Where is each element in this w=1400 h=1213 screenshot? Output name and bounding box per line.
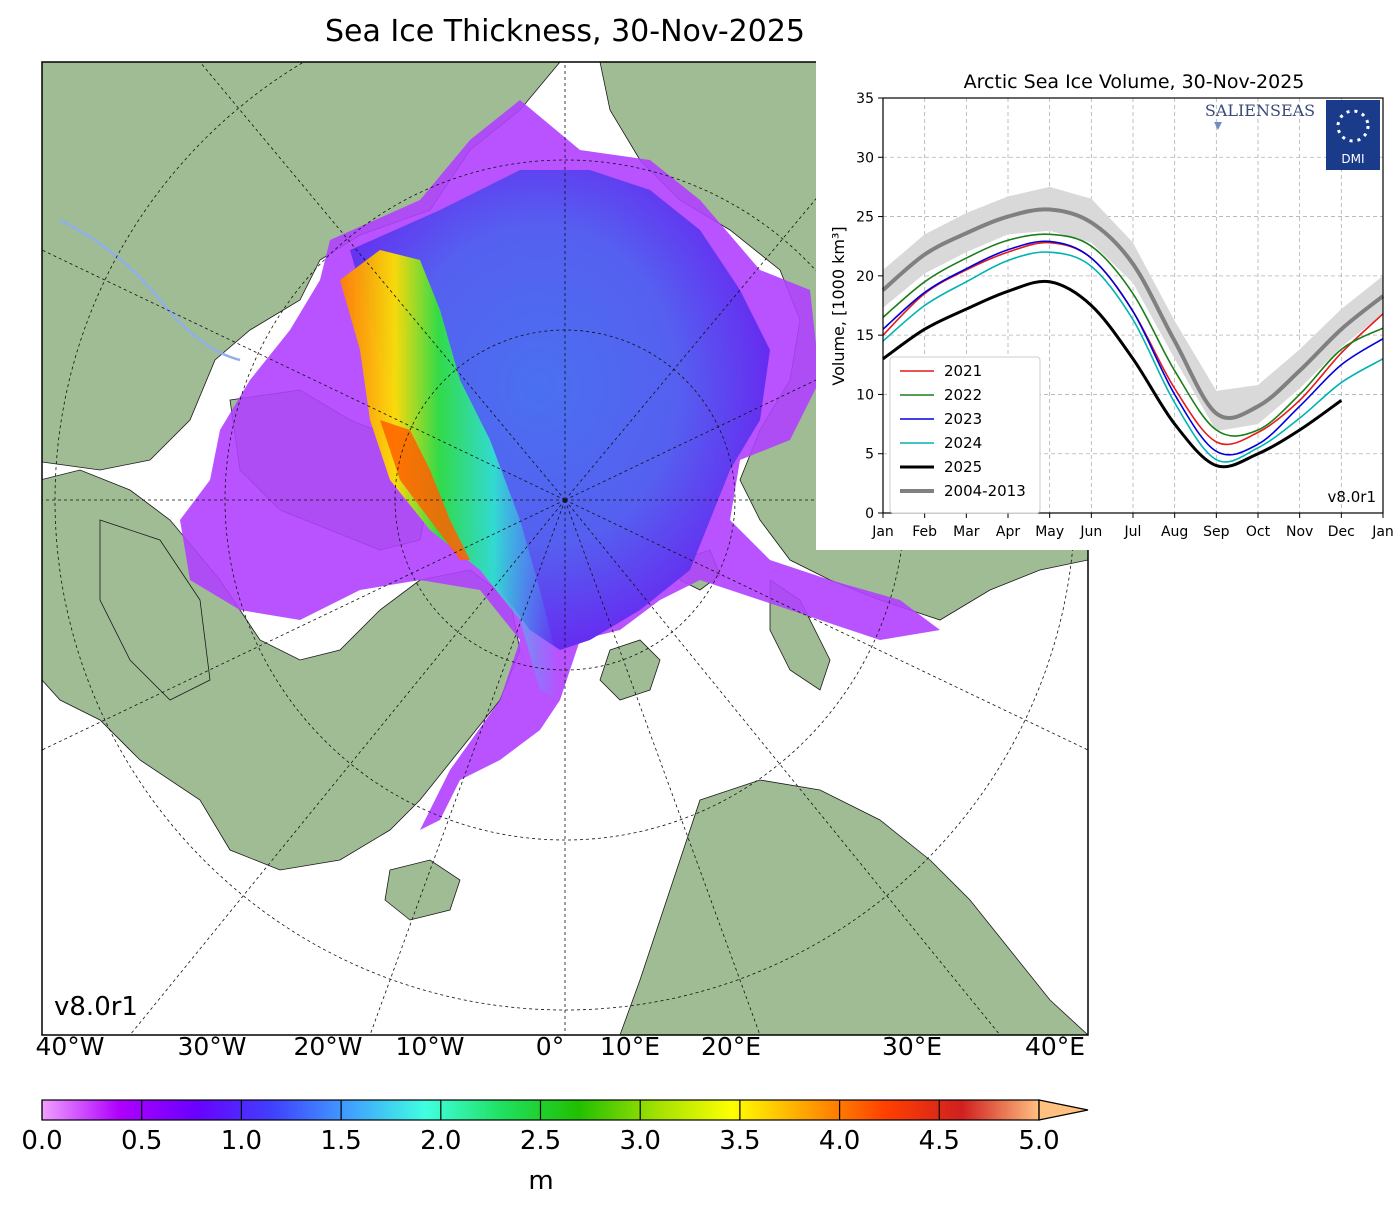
- lon-label-20e: 20°E: [700, 1032, 762, 1061]
- lon-label-40e: 40°E: [1024, 1032, 1086, 1061]
- chart-legend: 2021 2022 2023 2024 2025 2004-2013: [889, 356, 1041, 514]
- colorbar-ticks: [41, 1100, 1040, 1120]
- colorbar-tick-label: 0.0: [21, 1126, 63, 1156]
- x-tick-label: Dec: [1328, 524, 1355, 540]
- series-line-2022: [882, 233, 1384, 437]
- x-tick-label: Jul: [1124, 524, 1142, 540]
- colorbar-tick-label: 5.0: [1018, 1126, 1060, 1156]
- colorbar-unit: m: [528, 1166, 554, 1196]
- chart-frame: [882, 97, 1384, 514]
- y-tick-label: 10: [856, 387, 874, 403]
- legend-label: 2022: [944, 386, 982, 404]
- x-tick-label: Apr: [996, 524, 1020, 540]
- y-tick-label: 25: [856, 210, 874, 226]
- map-version-label: v8.0r1: [54, 992, 138, 1022]
- x-tick-label: Mar: [953, 524, 980, 540]
- series-line-2004-2013: [881, 207, 1385, 420]
- land-svalbard: [599, 639, 661, 701]
- x-tick-label: May: [1035, 524, 1064, 540]
- x-tick-label: Aug: [1161, 524, 1188, 540]
- salienseas-logo-text: SALIENSEAS: [1205, 101, 1315, 120]
- chart-lines: [881, 207, 1385, 469]
- land-baffin: [99, 519, 211, 701]
- dmi-logo-box: [1326, 100, 1380, 170]
- series-line-2025: [882, 279, 1343, 469]
- colorbar-tick-label: 2.5: [519, 1126, 562, 1156]
- legend-label: 2025: [944, 458, 982, 476]
- y-tick-label: 15: [856, 328, 874, 344]
- colorbar-tick-label: 1.5: [320, 1126, 362, 1156]
- dmi-logo: DMI: [1326, 100, 1380, 170]
- y-tick-label: 35: [856, 91, 874, 107]
- colorbar-extend-arrow: [1038, 1099, 1089, 1121]
- y-tick-label: 5: [865, 447, 874, 463]
- colorbar-tick-label: 2.0: [420, 1126, 462, 1156]
- x-tick-label: Jan: [871, 524, 894, 540]
- legend-box: [889, 356, 1041, 514]
- lon-label-20w: 20°W: [293, 1032, 363, 1061]
- main-title: Sea Ice Thickness, 30-Nov-2025: [324, 14, 805, 49]
- x-tick-label: Jun: [1079, 524, 1102, 540]
- x-tick-label: Jan: [1371, 524, 1394, 540]
- colorbar-tick-label: 1.0: [220, 1126, 263, 1156]
- chart-version-label: v8.0r1: [1328, 488, 1376, 506]
- volume-chart: Arctic Sea Ice Volume, 30-Nov-2025 0 5 10 1…: [829, 71, 1394, 540]
- legend-label: 2021: [944, 362, 982, 380]
- salienseas-logo: SALIENSEAS: [1205, 101, 1315, 130]
- lon-label-10w: 10°W: [395, 1032, 465, 1061]
- ice-archipelago-thick: [380, 420, 470, 560]
- chart-title: Arctic Sea Ice Volume, 30-Nov-2025: [964, 71, 1305, 93]
- ice-thick-band: [340, 250, 560, 700]
- colorbar-tick-label: 4.5: [918, 1126, 960, 1156]
- legend-label: 2023: [944, 410, 982, 428]
- x-tick-label: Oct: [1246, 524, 1271, 540]
- y-tick-label: 30: [856, 150, 874, 166]
- lon-label-30w: 30°W: [177, 1032, 247, 1061]
- chart-ylabel: Volume, [1000 km³]: [829, 226, 848, 385]
- y-tick-label: 0: [865, 506, 874, 522]
- salienseas-logo-mark: [1214, 122, 1222, 130]
- lon-label-0: 0°: [535, 1032, 565, 1061]
- lon-label-30e: 30°E: [881, 1032, 943, 1061]
- volume-chart-inset: Arctic Sea Ice Volume, 30-Nov-2025 0 5 10 1…: [816, 60, 1400, 550]
- lon-label-10e: 10°E: [599, 1032, 661, 1061]
- y-tick-label: 20: [856, 269, 874, 285]
- colorbar: [41, 1099, 1089, 1121]
- sea-ice: [180, 100, 940, 830]
- colorbar-tick-label: 4.0: [818, 1126, 861, 1156]
- colorbar-tick-label: 3.0: [619, 1126, 661, 1156]
- colorbar-tick-label: 3.5: [719, 1126, 761, 1156]
- x-tick-label: Feb: [912, 524, 937, 540]
- lon-label-40w: 40°W: [35, 1032, 105, 1061]
- dmi-logo-text: DMI: [1341, 152, 1364, 166]
- colorbar-tick-label: 0.5: [121, 1126, 163, 1156]
- legend-label: 2024: [944, 434, 982, 452]
- series-line-2024: [882, 251, 1384, 463]
- x-tick-label: Sep: [1203, 524, 1230, 540]
- legend-label: 2004-2013: [944, 482, 1026, 500]
- series-line-2023: [882, 240, 1384, 456]
- land-scandinavia: [619, 779, 1088, 1035]
- dmi-logo-ring: [1336, 109, 1370, 143]
- x-tick-label: Nov: [1286, 524, 1313, 540]
